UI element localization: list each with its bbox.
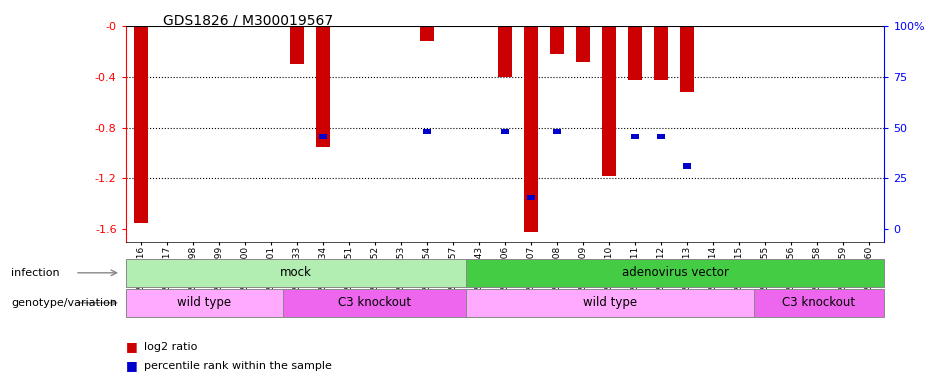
- Bar: [550, 26, 564, 54]
- Bar: [654, 26, 668, 80]
- Bar: [466, 289, 753, 317]
- Text: GDS1826 / M300019567: GDS1826 / M300019567: [163, 13, 333, 27]
- Bar: [527, 195, 535, 200]
- Text: ■: ■: [126, 340, 138, 353]
- Bar: [424, 129, 431, 134]
- Text: genotype/variation: genotype/variation: [11, 298, 117, 308]
- Bar: [680, 26, 695, 92]
- Bar: [553, 129, 561, 134]
- Bar: [316, 26, 331, 147]
- Bar: [498, 26, 512, 77]
- Bar: [466, 259, 884, 287]
- Bar: [134, 26, 148, 223]
- Text: C3 knockout: C3 knockout: [338, 296, 411, 309]
- Text: infection: infection: [11, 268, 60, 278]
- Bar: [126, 259, 466, 287]
- Text: wild type: wild type: [177, 296, 231, 309]
- Bar: [657, 134, 665, 140]
- Bar: [631, 134, 639, 140]
- Text: log2 ratio: log2 ratio: [144, 342, 197, 352]
- Text: percentile rank within the sample: percentile rank within the sample: [144, 361, 332, 370]
- Bar: [683, 163, 691, 169]
- Text: wild type: wild type: [583, 296, 637, 309]
- Bar: [126, 289, 283, 317]
- Text: C3 knockout: C3 knockout: [782, 296, 856, 309]
- Text: ■: ■: [126, 359, 138, 372]
- Bar: [290, 26, 304, 64]
- Bar: [627, 26, 642, 80]
- Bar: [576, 26, 590, 62]
- Bar: [601, 26, 616, 176]
- Bar: [501, 129, 509, 134]
- Text: adenovirus vector: adenovirus vector: [622, 266, 729, 279]
- Bar: [420, 26, 434, 42]
- Bar: [524, 26, 538, 232]
- Bar: [283, 289, 466, 317]
- Bar: [753, 289, 884, 317]
- Bar: [319, 134, 327, 140]
- Text: mock: mock: [280, 266, 312, 279]
